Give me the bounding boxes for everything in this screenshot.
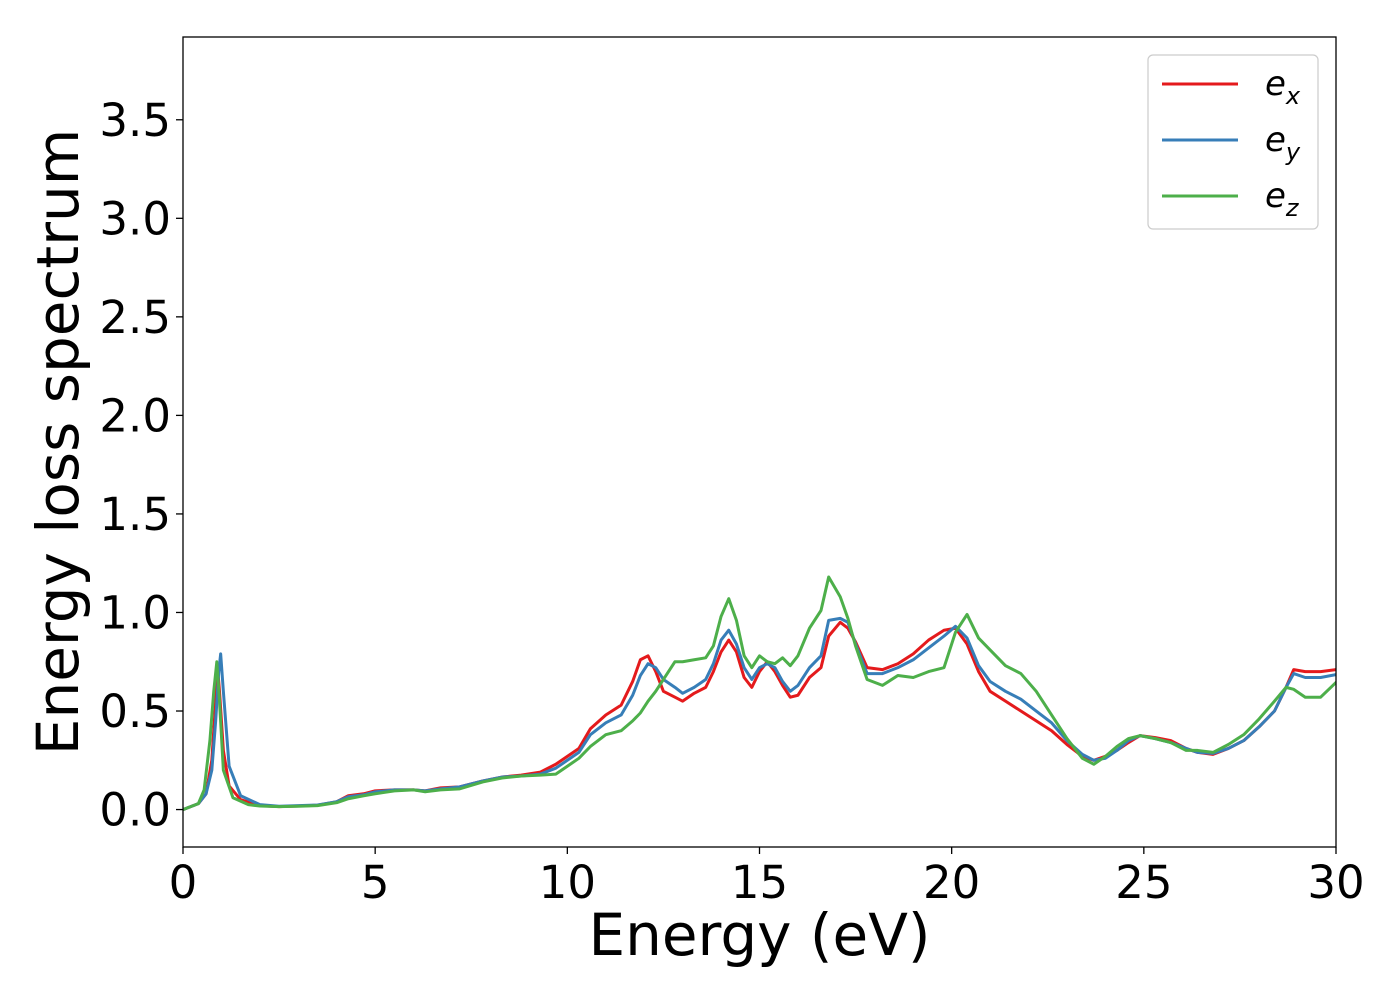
y-tick-label: 2.5 [99,291,171,344]
x-tick-label: 10 [539,856,596,909]
y-tick-label: 1.5 [99,488,171,541]
x-axis-ticks: 0 5 10 15 20 25 30 [169,847,1365,909]
x-tick-label: 25 [1115,856,1172,909]
legend-label-x: ex [1265,64,1301,110]
y-tick-label: 0.5 [99,685,171,738]
x-tick-label: 15 [731,856,788,909]
y-tick-label: 0.0 [99,784,171,837]
x-tick-label: 30 [1307,856,1364,909]
y-tick-label: 3.0 [99,192,171,245]
plot-lines [183,575,1336,812]
y-axis-label: Energy loss spectrum [24,129,92,755]
legend-label-z: ez [1265,176,1300,222]
y-tick-label: 1.0 [99,586,171,639]
series-line-z [183,575,1336,812]
x-tick-label: 20 [923,856,980,909]
x-axis-label: Energy (eV) [588,901,930,969]
y-tick-label: 3.5 [99,94,171,147]
legend-label-y: ey [1265,120,1301,166]
x-tick-label: 0 [169,856,198,909]
y-tick-label: 2.0 [99,389,171,442]
legend: ex ey ez [1147,54,1319,230]
legend-box [1147,54,1319,230]
y-axis-ticks: 0.0 0.5 1.0 1.5 2.0 2.5 3.0 3.5 [99,94,183,837]
x-tick-label: 5 [361,856,390,909]
